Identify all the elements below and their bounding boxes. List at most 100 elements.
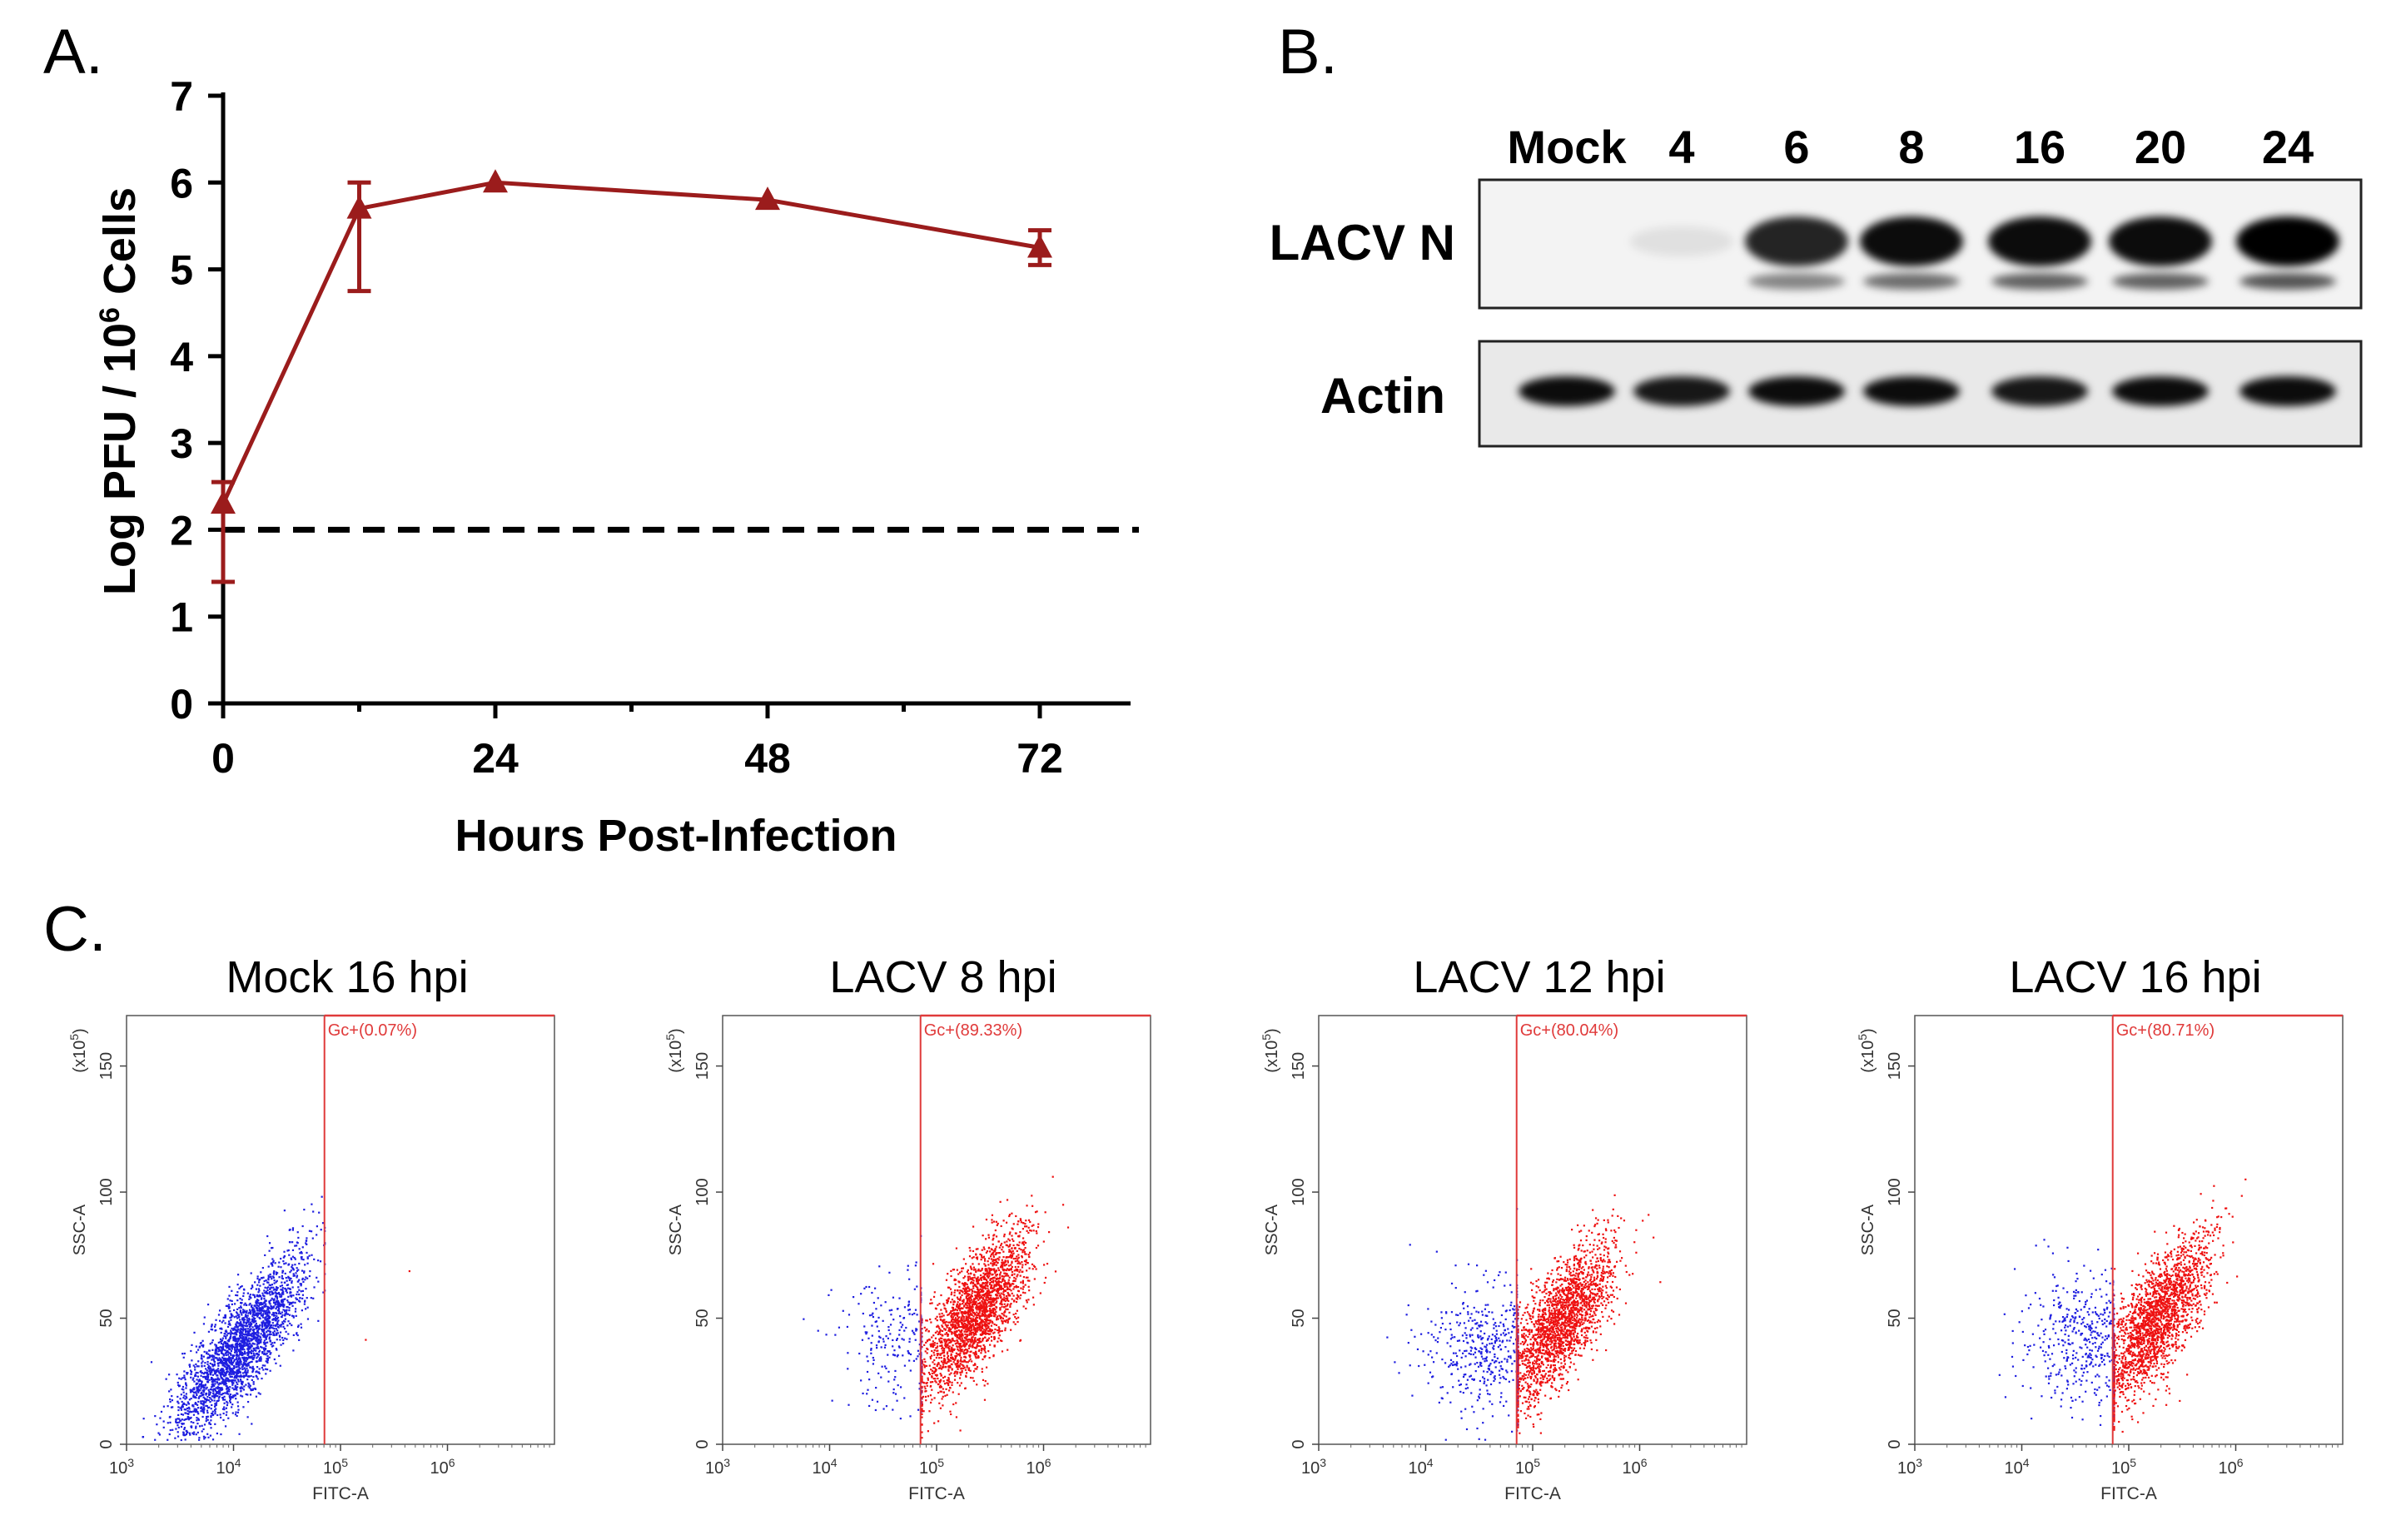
flow-event <box>965 1317 967 1319</box>
flow-event <box>1010 1289 1012 1292</box>
flow-event <box>997 1297 1000 1299</box>
flow-event <box>968 1334 971 1336</box>
flow-event <box>226 1358 229 1360</box>
flow-event <box>937 1304 939 1306</box>
flow-event <box>244 1359 246 1362</box>
flow-event <box>239 1372 241 1374</box>
flow-event <box>223 1357 226 1360</box>
flow-event <box>975 1340 977 1343</box>
flow-event <box>985 1327 987 1329</box>
flow-event <box>933 1359 936 1362</box>
flow-event <box>220 1360 222 1363</box>
flow-event <box>977 1323 980 1325</box>
flow-event <box>273 1334 276 1337</box>
flow-event <box>213 1405 216 1408</box>
flow-event <box>231 1371 233 1374</box>
flow-event <box>231 1332 234 1334</box>
flow-event <box>240 1329 242 1331</box>
flow-event <box>239 1336 242 1339</box>
flow-event <box>959 1325 962 1329</box>
flow-event <box>263 1349 266 1351</box>
flow-event <box>986 1303 988 1305</box>
flow-event <box>221 1388 224 1391</box>
flow-event <box>249 1302 251 1305</box>
flow-event <box>974 1332 977 1334</box>
flow-event <box>959 1352 962 1354</box>
flow-event <box>211 1349 214 1351</box>
flow-event <box>921 1413 923 1415</box>
flow-event <box>244 1302 246 1304</box>
flow-event <box>1020 1249 1022 1251</box>
flow-event <box>227 1345 230 1348</box>
flow-event <box>990 1258 993 1260</box>
flow-event <box>986 1282 988 1285</box>
flow-event <box>971 1314 973 1316</box>
flow-event <box>243 1344 246 1347</box>
flow-x-tick-exp: 4 <box>831 1456 838 1469</box>
flow-event <box>236 1354 239 1356</box>
flow-event <box>937 1367 941 1369</box>
flow-event <box>306 1262 309 1264</box>
flow-event <box>248 1295 251 1298</box>
flow-event <box>967 1314 971 1316</box>
flow-event <box>181 1405 183 1408</box>
flow-event <box>959 1336 962 1339</box>
flow-event <box>959 1348 962 1351</box>
flow-x-tick-base: 10 <box>323 1459 341 1478</box>
flow-event <box>258 1327 261 1329</box>
flow-event <box>941 1347 943 1350</box>
flow-event <box>969 1317 972 1319</box>
flow-y-multiplier-base: (x10 <box>667 1041 685 1073</box>
flow-event <box>266 1289 269 1292</box>
flow-event <box>196 1389 198 1392</box>
flow-event <box>214 1344 216 1346</box>
flow-event <box>270 1263 272 1265</box>
flow-event <box>252 1317 255 1319</box>
flow-event <box>256 1309 259 1312</box>
flow-event <box>236 1359 239 1363</box>
flow-event <box>241 1344 243 1347</box>
flow-event <box>953 1319 956 1321</box>
flow-event <box>974 1324 977 1326</box>
flow-event <box>180 1413 183 1416</box>
flow-event <box>229 1401 231 1403</box>
flow-event <box>983 1274 987 1276</box>
flow-event <box>955 1321 957 1324</box>
flow-event <box>253 1343 256 1345</box>
flow-event <box>298 1339 301 1341</box>
flow-event <box>957 1307 960 1309</box>
flow-event <box>1004 1327 1007 1329</box>
flow-event <box>997 1281 1000 1284</box>
flow-x-axis-label: FITC-A <box>908 1484 965 1503</box>
flow-event <box>259 1341 262 1344</box>
blot-lane-label: 6 <box>1783 121 1809 173</box>
flow-event <box>188 1432 191 1434</box>
flow-event <box>234 1346 236 1349</box>
flow-event <box>168 1433 171 1436</box>
flow-event <box>291 1265 293 1269</box>
flow-event <box>201 1400 204 1403</box>
flow-event <box>268 1318 271 1320</box>
flow-event <box>978 1314 981 1317</box>
flow-event <box>977 1313 980 1315</box>
flow-event <box>231 1403 234 1406</box>
flow-event <box>940 1294 942 1297</box>
flow-event <box>222 1362 225 1364</box>
flow-event <box>957 1361 959 1364</box>
flow-event <box>192 1410 195 1413</box>
blot-lane-label: Mock <box>1507 121 1627 173</box>
flow-event <box>933 1354 936 1356</box>
flow-event <box>261 1377 263 1380</box>
flow-event <box>1017 1223 1019 1225</box>
flow-event <box>1003 1233 1006 1236</box>
flow-event <box>271 1263 274 1266</box>
flow-event <box>313 1258 316 1260</box>
flow-event <box>246 1356 248 1359</box>
flow-event <box>955 1334 957 1337</box>
flow-event <box>976 1314 978 1317</box>
flow-event <box>223 1383 226 1386</box>
flow-event <box>1015 1284 1017 1287</box>
flow-event <box>962 1319 964 1322</box>
flow-event <box>228 1294 231 1297</box>
